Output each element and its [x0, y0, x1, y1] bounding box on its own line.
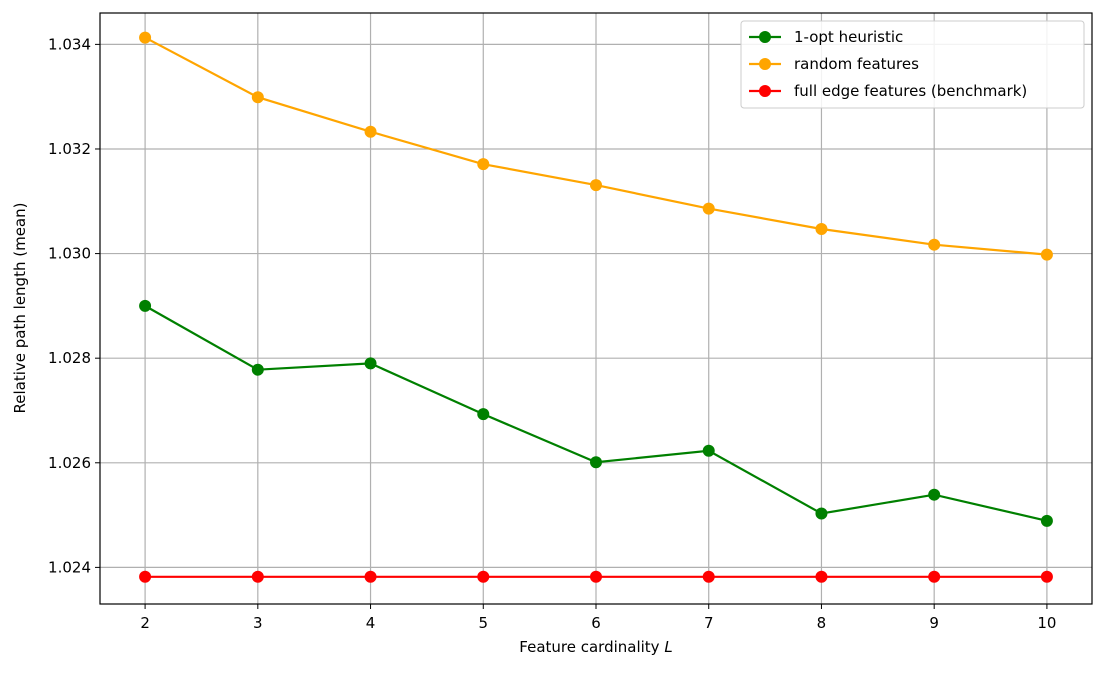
data-point [1040, 514, 1053, 527]
legend-label: 1-opt heuristic [794, 28, 903, 46]
data-point [139, 31, 152, 44]
data-point [251, 91, 264, 104]
y-tick-label: 1.030 [48, 245, 91, 263]
data-point [815, 570, 828, 583]
legend-label: full edge features (benchmark) [794, 82, 1027, 100]
data-point [928, 570, 941, 583]
x-tick-label: 2 [140, 614, 150, 632]
y-tick-label: 1.028 [48, 349, 91, 367]
series-1 [139, 299, 1053, 527]
x-tick-label: 10 [1037, 614, 1056, 632]
data-point [590, 456, 602, 469]
y-tick-label: 1.032 [48, 140, 91, 158]
data-point [702, 444, 715, 457]
y-tick-label: 1.024 [48, 558, 91, 576]
legend-item: 1-opt heuristic [749, 28, 903, 46]
data-point [590, 570, 602, 583]
data-point [702, 570, 715, 583]
legend: 1-opt heuristic random features full edge … [740, 20, 1085, 109]
data-point [364, 570, 377, 583]
y-tick-label: 1.034 [48, 35, 91, 53]
data-point [364, 125, 377, 138]
series-3 [139, 570, 1053, 583]
x-tick-label: 6 [591, 614, 601, 632]
data-point [139, 570, 152, 583]
x-axis-label: Feature cardinality L [519, 638, 672, 656]
data-point [477, 408, 490, 421]
data-point [364, 357, 377, 370]
x-tick-label: 8 [817, 614, 827, 632]
series-2 [139, 31, 1053, 261]
axis-ticks: 2 3 4 5 6 7 8 9 10 1.024 1.026 1.028 1.030 1.032 1.034 [48, 35, 1056, 632]
legend-item: full edge features (benchmark) [749, 82, 1027, 100]
legend-box [740, 20, 1085, 109]
grid-lines [100, 13, 1092, 604]
y-tick-label: 1.026 [48, 454, 91, 472]
data-point [251, 363, 264, 376]
x-tick-label: 3 [253, 614, 263, 632]
data-point [928, 238, 941, 251]
x-tick-label: 5 [478, 614, 488, 632]
legend-swatch-marker [759, 58, 771, 70]
series-layer [139, 31, 1053, 583]
data-point [477, 570, 490, 583]
data-point [251, 570, 264, 583]
data-point [815, 223, 828, 236]
x-axis-label-text: Feature cardinality [519, 638, 659, 656]
data-point [1040, 248, 1053, 261]
y-axis-label: Relative path length (mean) [11, 203, 29, 414]
data-point [477, 158, 490, 171]
data-point [590, 179, 602, 192]
data-point [139, 299, 152, 312]
legend-swatch-marker [759, 31, 771, 43]
legend-item: random features [749, 55, 919, 73]
data-point [928, 488, 941, 501]
x-tick-label: 4 [366, 614, 376, 632]
x-tick-label: 9 [929, 614, 939, 632]
data-point [1040, 570, 1053, 583]
legend-label: random features [794, 55, 919, 73]
x-tick-label: 7 [704, 614, 714, 632]
data-point [702, 202, 715, 215]
x-axis-label-variable: L [664, 638, 672, 656]
data-point [815, 507, 828, 520]
legend-swatch-marker [759, 85, 771, 97]
